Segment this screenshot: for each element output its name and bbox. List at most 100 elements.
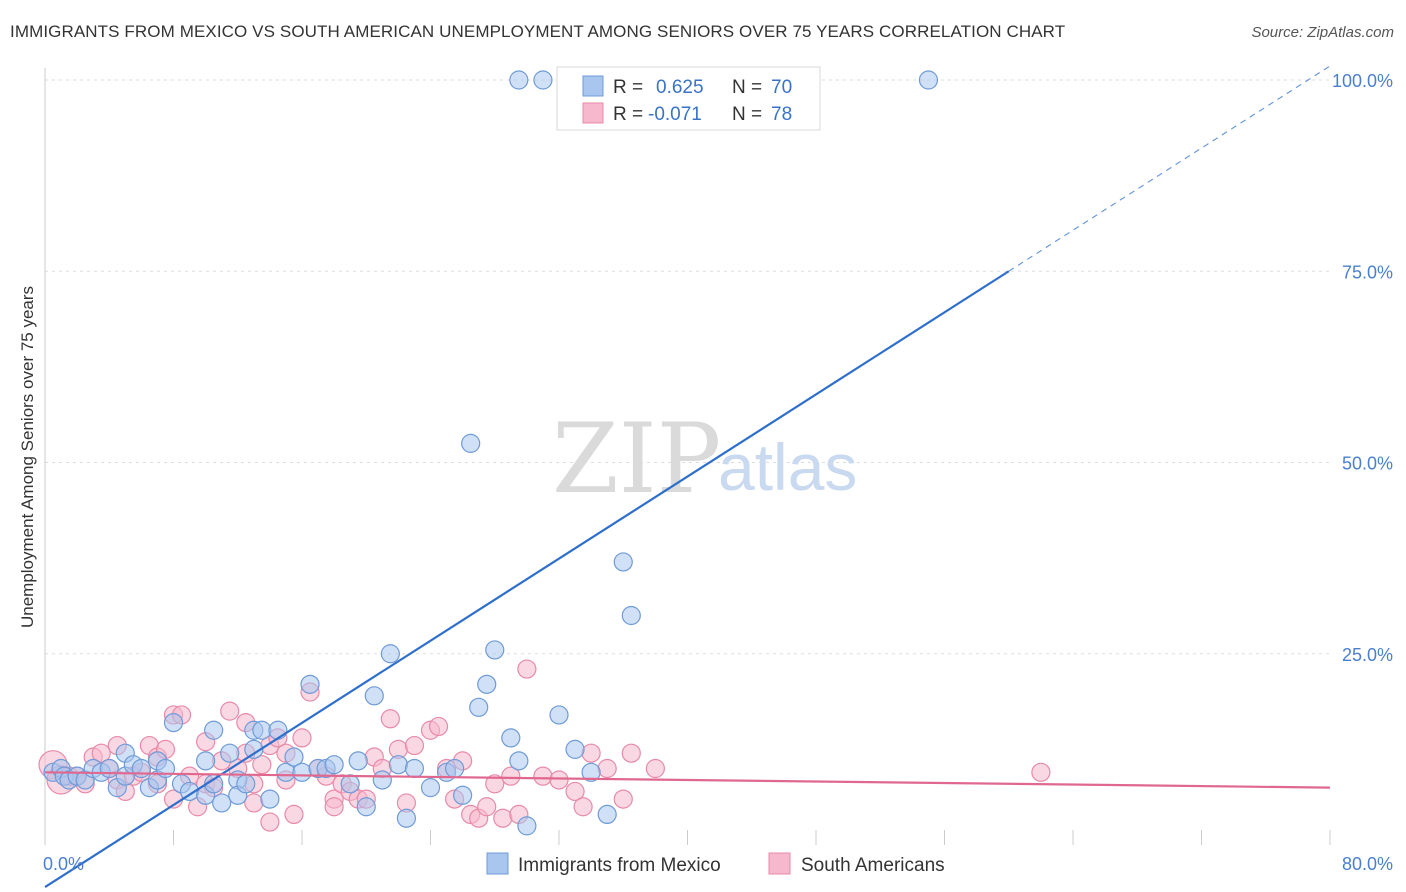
x-tick-label-max: 80.0% — [1342, 854, 1393, 874]
stats-r-value-mexico: 0.625 — [656, 77, 704, 98]
south-point-31 — [244, 793, 264, 813]
mexico-point-53 — [444, 758, 465, 779]
mexico-point-55 — [461, 433, 481, 453]
south-point-26 — [220, 701, 240, 721]
y-tick-label-1: 50.0% — [1342, 454, 1393, 474]
points-layer — [38, 70, 1051, 836]
mexico-point-30 — [244, 739, 264, 759]
south-point-44 — [324, 797, 344, 817]
y-tick-label-0: 25.0% — [1342, 645, 1393, 665]
stats-swatch-south — [582, 102, 604, 124]
mexico-point-57 — [477, 674, 497, 694]
mexico-point-8 — [99, 758, 119, 779]
mexico-point-59 — [501, 728, 521, 748]
south-point-69 — [549, 770, 569, 790]
mexico-point-13 — [131, 758, 151, 779]
mexico-trend-line — [44, 270, 1010, 889]
bottom-legend: Immigrants from Mexico South Americans — [486, 852, 945, 876]
stats-r-value-south: -0.071 — [648, 104, 702, 125]
south-point-64 — [493, 808, 513, 828]
legend-swatch-mexico — [486, 852, 509, 875]
south-point-38 — [284, 804, 304, 825]
south-point-51 — [380, 709, 400, 729]
stats-swatch-mexico — [582, 75, 604, 97]
mexico-point-34 — [268, 720, 288, 740]
mexico-point-22 — [196, 751, 216, 771]
mexico-point-38 — [300, 674, 320, 694]
south-point-34 — [260, 812, 280, 832]
mexico-point-48 — [388, 755, 408, 775]
stats-legend: R = 0.625 N = 70 R = -0.071 N = 78 — [556, 66, 821, 131]
mexico-point-68 — [509, 70, 529, 90]
mexico-point-18 — [163, 712, 184, 733]
mexico-point-60 — [509, 751, 529, 771]
mexico-point-67 — [621, 605, 641, 626]
mexico-point-33 — [260, 789, 280, 809]
mexico-point-45 — [364, 686, 384, 706]
y-tick-label-3: 100.0% — [1332, 71, 1393, 91]
south-point-77 — [1031, 762, 1051, 782]
watermark-zip: ZIP — [552, 403, 721, 515]
mexico-point-64 — [581, 762, 601, 782]
ticks-layer: 25.0% 50.0% 75.0% 100.0% 0.0% 80.0% — [43, 71, 1393, 874]
south-point-71 — [573, 797, 593, 817]
south-point-68 — [533, 766, 553, 786]
stats-n-value-south: 78 — [771, 104, 792, 125]
south-point-54 — [404, 735, 425, 756]
y-axis-title: Unemployment Among Seniors over 75 years — [18, 286, 37, 628]
chart-title: IMMIGRANTS FROM MEXICO VS SOUTH AMERICAN… — [10, 22, 1066, 41]
south-point-67 — [517, 659, 537, 679]
mexico-point-36 — [284, 747, 304, 767]
south-point-75 — [621, 743, 641, 763]
south-trend-line — [44, 771, 1331, 789]
mexico-point-47 — [380, 644, 400, 664]
mexico-point-54 — [453, 785, 473, 805]
mexico-point-56 — [469, 697, 489, 717]
mexico-point-49 — [396, 808, 417, 828]
south-point-56 — [428, 716, 449, 737]
legend-swatch-south — [768, 852, 791, 875]
trend-layer — [44, 65, 1331, 889]
mexico-point-41 — [324, 755, 344, 775]
south-point-39 — [292, 728, 312, 748]
mexico-point-42 — [340, 774, 360, 794]
mexico-point-26 — [220, 743, 240, 763]
mexico-point-29 — [236, 774, 256, 794]
south-point-73 — [597, 758, 617, 779]
mexico-trend-extension — [1008, 65, 1331, 272]
stats-n-value-mexico: 70 — [771, 77, 792, 98]
south-point-70 — [565, 781, 585, 802]
stats-r-label-mexico: R = — [613, 77, 643, 98]
legend-label-mexico: Immigrants from Mexico — [518, 855, 721, 876]
south-point-63 — [485, 774, 505, 794]
stats-r-label-south: R = — [613, 104, 643, 125]
south-point-74 — [613, 789, 633, 809]
mexico-point-50 — [404, 758, 425, 779]
mexico-point-32 — [252, 720, 272, 740]
mexico-point-37 — [292, 762, 312, 782]
mexico-point-23 — [204, 720, 224, 740]
south-point-6 — [91, 743, 111, 763]
mexico-point-25 — [212, 793, 232, 813]
mexico-point-62 — [549, 705, 569, 725]
watermark: ZIP atlas — [552, 403, 857, 515]
mexico-point-63 — [565, 739, 585, 759]
mexico-point-46 — [372, 770, 392, 790]
mexico-point-61 — [517, 816, 537, 836]
south-point-62 — [477, 797, 497, 817]
mexico-point-58 — [485, 640, 505, 660]
watermark-atlas: atlas — [718, 430, 857, 504]
mexico-point-71 — [918, 70, 939, 90]
mexico-point-43 — [348, 751, 368, 771]
grid-layer — [44, 68, 1331, 845]
south-point-72 — [581, 743, 601, 763]
chart-source: Source: ZipAtlas.com — [1251, 24, 1394, 41]
x-tick-label-min: 0.0% — [43, 854, 84, 874]
mexico-point-51 — [420, 778, 441, 798]
mexico-point-69 — [533, 70, 553, 90]
mexico-point-44 — [356, 797, 376, 817]
legend-label-south: South Americans — [801, 855, 945, 876]
y-tick-label-2: 75.0% — [1342, 262, 1393, 282]
south-point-76 — [645, 758, 665, 779]
